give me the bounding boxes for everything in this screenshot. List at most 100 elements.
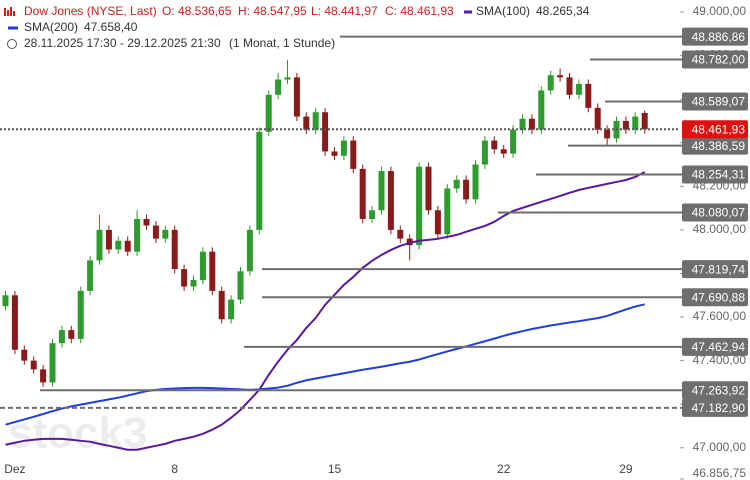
candle-body xyxy=(632,116,639,130)
candle-body xyxy=(378,171,385,211)
candle-body xyxy=(510,129,517,154)
y-tick-label: 46.856,75 xyxy=(693,466,747,480)
candle-body xyxy=(21,349,28,361)
candle-body xyxy=(143,218,150,226)
legend-name: SMA(200) xyxy=(24,20,78,34)
candle-body xyxy=(284,77,291,80)
candle-body xyxy=(218,290,225,320)
candle-body xyxy=(96,229,103,261)
ohlc-low: L: 48.441,97 xyxy=(311,4,378,18)
candle-body xyxy=(115,240,122,250)
candle-body xyxy=(87,260,94,291)
level-box xyxy=(682,203,748,222)
legend-value: 47.658,40 xyxy=(84,20,138,34)
level-label: 47.690,88 xyxy=(692,290,746,304)
candle-body xyxy=(256,131,263,230)
candle-body xyxy=(528,118,535,130)
candle-body xyxy=(566,77,573,95)
candle-body xyxy=(11,295,18,350)
candle-body xyxy=(481,140,488,165)
candle-body xyxy=(557,75,564,78)
level-box xyxy=(682,27,748,46)
candle-body xyxy=(547,75,554,91)
candle-body xyxy=(331,151,338,156)
candle-body xyxy=(369,210,376,219)
candle-body xyxy=(575,83,582,95)
candle-body xyxy=(463,179,470,200)
candle-body xyxy=(500,149,507,154)
y-tick-label: 47.400,00 xyxy=(693,353,747,367)
candle-body xyxy=(585,83,592,108)
level-box xyxy=(682,288,748,307)
period: 28.11.2025 17:30 - 29.12.2025 21:30 xyxy=(24,36,221,50)
candle-body xyxy=(312,112,319,130)
x-tick-label: 29 xyxy=(619,462,633,476)
candle-body xyxy=(199,251,206,281)
x-tick-label: 15 xyxy=(328,462,342,476)
level-box xyxy=(682,165,748,184)
candle-body xyxy=(406,238,413,246)
legend-name: SMA(100) xyxy=(476,4,530,18)
candle-body xyxy=(350,140,357,169)
candle-body xyxy=(77,290,84,339)
candle-body xyxy=(293,77,300,117)
candle-body xyxy=(472,164,479,200)
candle-body xyxy=(124,240,131,252)
candle-body xyxy=(162,229,169,239)
y-tick-label: 47.600,00 xyxy=(693,309,747,323)
candle-body xyxy=(275,79,282,95)
legend-value: 48.265,34 xyxy=(536,4,590,18)
level-box xyxy=(682,136,748,155)
candle-body xyxy=(190,280,197,287)
current-price-box xyxy=(682,120,748,139)
clock-icon xyxy=(7,39,17,49)
x-tick-label: Dez xyxy=(4,462,25,476)
candle-body xyxy=(2,295,9,307)
candle-body xyxy=(519,118,526,130)
candle-body xyxy=(444,188,451,235)
candle-body xyxy=(594,107,601,130)
sma-line xyxy=(5,171,646,451)
level-label: 48.886,86 xyxy=(692,30,746,44)
candle-body xyxy=(434,210,441,235)
level-box xyxy=(682,50,748,69)
candle-body xyxy=(134,218,141,252)
level-label: 48.782,00 xyxy=(692,53,746,67)
candle-body xyxy=(397,229,404,239)
candle-body xyxy=(237,271,244,300)
candle-body xyxy=(68,330,75,339)
level-label: 47.819,74 xyxy=(692,262,746,276)
level-label: 48.254,31 xyxy=(692,168,746,182)
candle-body xyxy=(340,140,347,156)
candle-body xyxy=(387,171,394,230)
x-tick-label: 22 xyxy=(497,462,511,476)
period-note: (1 Monat, 1 Stunde) xyxy=(229,36,335,50)
level-box xyxy=(682,92,748,111)
ohlc-open: O: 48.536,65 xyxy=(162,4,232,18)
candle-body xyxy=(30,360,37,370)
x-tick-label: 8 xyxy=(171,462,178,476)
candle-body xyxy=(425,166,432,211)
candle-body xyxy=(622,120,629,130)
level-label: 48.386,59 xyxy=(692,139,746,153)
candle-body xyxy=(152,225,159,239)
candle-body xyxy=(322,112,329,152)
candle-body xyxy=(265,94,272,132)
level-label: 47.462,94 xyxy=(692,340,746,354)
candle-body xyxy=(359,168,366,219)
level-label: 48.080,07 xyxy=(692,206,746,220)
candle-body xyxy=(209,251,216,291)
level-box xyxy=(682,381,748,400)
title: Dow Jones (NYSE, Last) xyxy=(24,4,157,18)
candle-body xyxy=(49,343,56,383)
level-box xyxy=(682,260,748,279)
level-label: 47.263,92 xyxy=(692,383,746,397)
y-tick-label: 48.000,00 xyxy=(693,222,747,236)
sma-line xyxy=(5,303,645,426)
candle-body xyxy=(181,269,188,287)
candle-body xyxy=(105,229,112,250)
candle-body xyxy=(453,179,460,189)
ohlc-close: C: 48.461,93 xyxy=(385,4,454,18)
